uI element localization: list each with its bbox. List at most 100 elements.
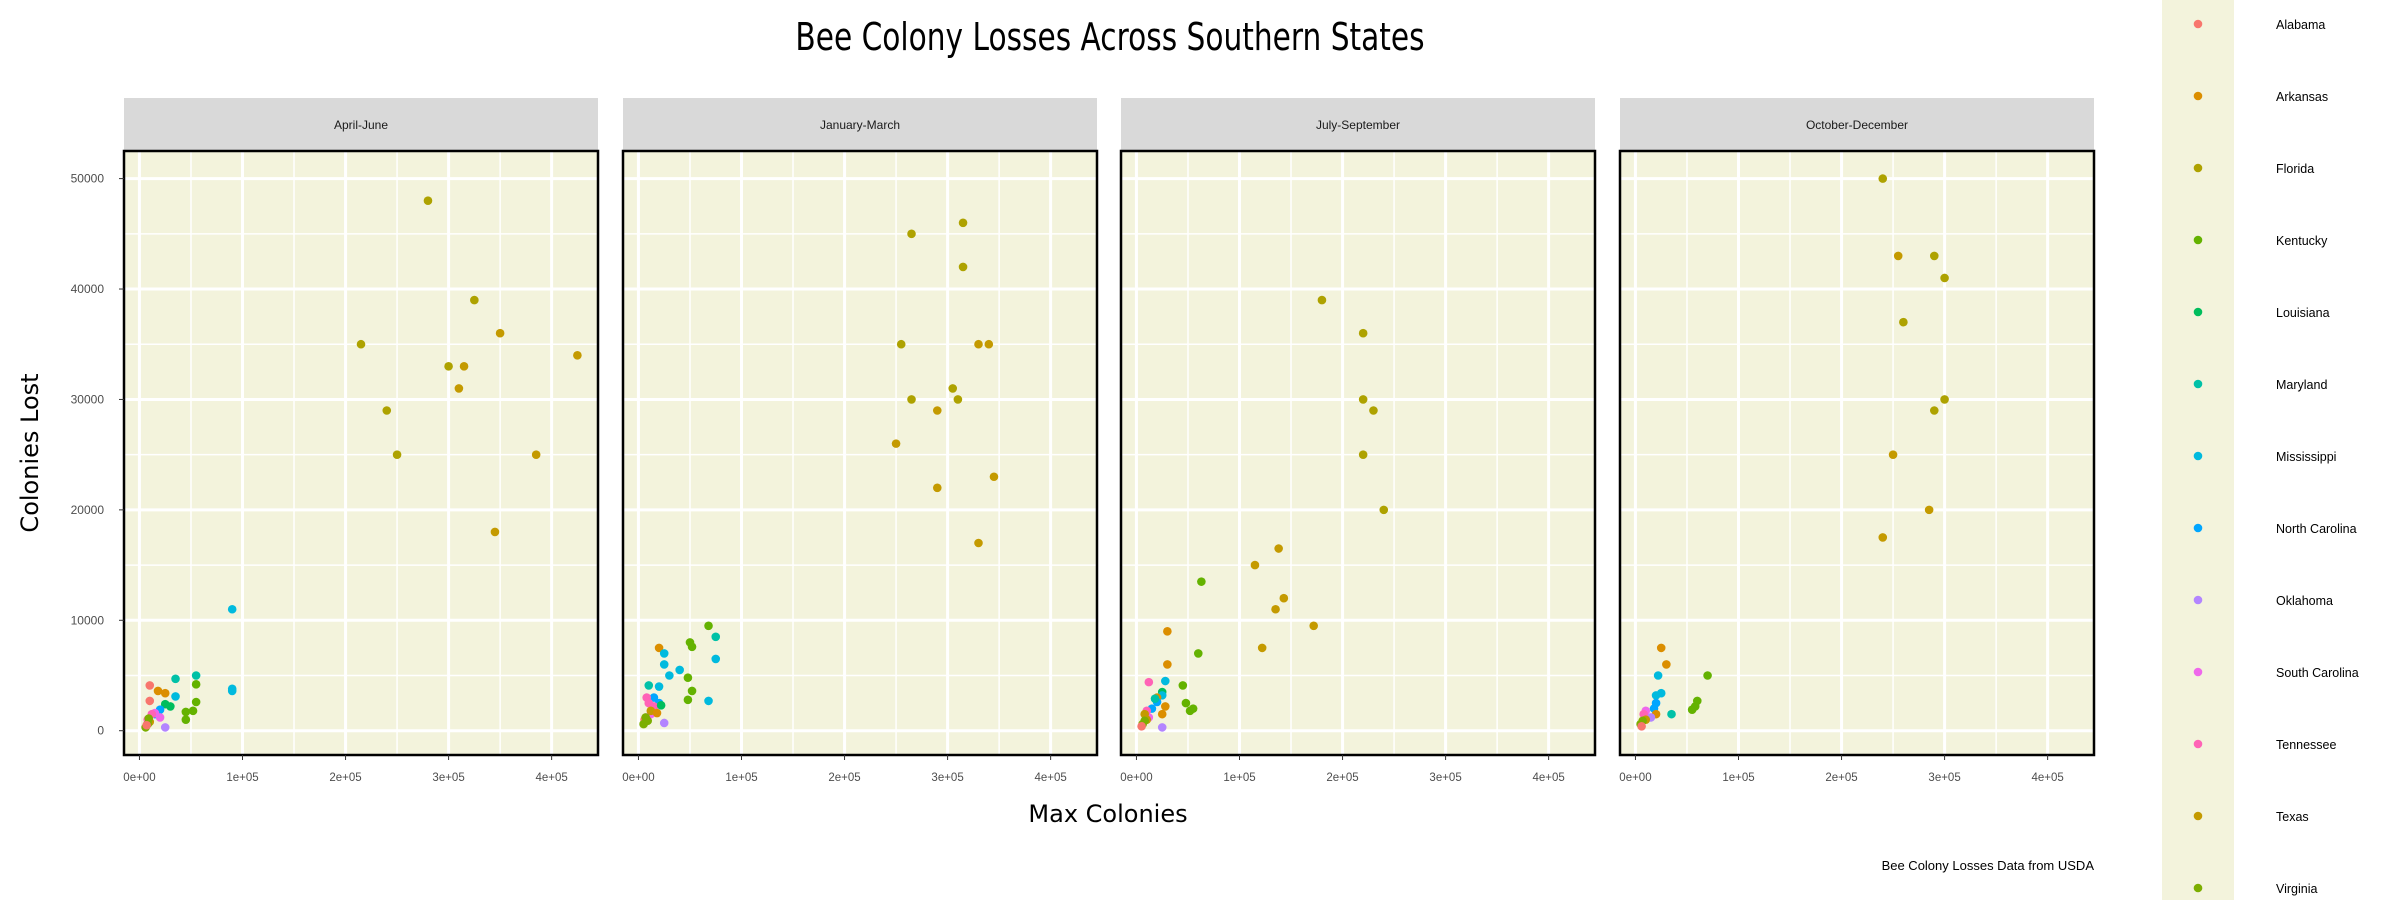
data-point [144,714,154,723]
data-point [1185,706,1195,716]
data-point [989,472,999,482]
legend-label: Texas [2276,810,2309,824]
data-point [1178,681,1188,690]
data-point [1379,505,1389,515]
data-point [687,642,697,652]
x-tick-label: 1e+05 [226,772,258,784]
data-point [1137,721,1146,731]
data-point [153,686,163,696]
data-point [1317,295,1327,305]
legend-item-tennessee: Tennessee [2193,738,2337,752]
data-point [974,339,983,349]
data-point [160,699,170,709]
data-point [659,718,669,728]
data-point [659,660,669,669]
data-point [1940,395,1949,404]
data-point [958,218,968,228]
data-point [649,693,659,702]
data-point [1193,649,1203,658]
data-point [531,450,541,459]
x-tick-label: 2e+05 [1326,772,1358,784]
data-point [1924,505,1934,515]
legend-item-louisiana: Louisiana [2193,306,2330,320]
legend-key [2193,451,2203,461]
gridlines [623,151,1097,755]
data-point [1667,709,1676,719]
data-point [145,681,155,690]
data-point [191,680,201,689]
data-point [1358,450,1368,459]
data-point [907,395,916,404]
data-point [1157,723,1167,732]
data-point [891,439,901,448]
x-tick-label: 0e+00 [622,772,654,784]
x-tick-label: 2e+05 [828,772,860,784]
legend-item-texas: Texas [2193,810,2309,824]
data-point [1656,643,1666,653]
data-point [1358,328,1368,338]
data-point [171,674,180,684]
data-point [907,229,916,239]
data-point [1279,593,1289,603]
data-point [423,196,433,205]
data-point [711,632,721,642]
legend-key [2193,523,2203,533]
data-point [675,665,684,675]
y-tick-label: 50000 [71,172,105,186]
x-tick-label: 4e+05 [1034,772,1066,784]
x-tick-label: 1e+05 [1223,772,1255,784]
data-point [1878,174,1888,183]
panel-border [621,149,1099,757]
data-point [191,671,201,680]
data-point [470,295,479,305]
data-point [1274,544,1283,553]
data-point [1929,406,1939,415]
y-tick-label: 20000 [71,503,105,517]
data-point [958,262,968,272]
data-point [382,406,392,415]
points [141,196,582,732]
data-point [1888,450,1898,459]
facet-january-march: January-March 0e+00 1e+05 2e+05 3e+05 4e+05 [621,98,1099,784]
data-point [1703,671,1712,680]
data-point [974,538,983,548]
facet-july-september: July-September 0e+00 1e+05 2e+05 3e+05 4e+05 [1119,98,1597,784]
data-point [490,527,500,537]
data-point [896,339,906,349]
data-point [1161,676,1170,686]
data-point [1637,721,1646,731]
data-point [1144,677,1154,687]
data-point [932,483,942,493]
data-point [1893,251,1903,261]
legend-label: Oklahoma [2276,594,2333,608]
data-point [495,328,505,338]
y-tick-label: 10000 [71,613,105,627]
data-point [1197,577,1206,586]
data-point [160,723,170,732]
legend-label: Louisiana [2276,306,2330,320]
data-point [687,686,697,696]
data-point [1369,406,1378,415]
points [1137,295,1389,732]
data-point [953,395,963,404]
y-tick-label: 0 [97,724,104,738]
data-point [948,384,958,393]
points [1636,174,1949,731]
legend-key [2193,235,2203,245]
data-point [1163,660,1172,669]
x-tick-label: 4e+05 [1532,772,1564,784]
facet-strip [623,98,1097,151]
data-point [683,695,693,705]
legend-key [2193,811,2203,821]
legend-item-kentucky: Kentucky [2193,234,2328,248]
x-tick-label: 4e+05 [535,772,567,784]
facet-strip [124,98,598,151]
y-axis: 0 10000 20000 30000 40000 50000 [71,172,124,738]
legend-key [2193,91,2203,101]
panel-background [623,151,1097,755]
x-tick-label: 3e+05 [1429,772,1461,784]
legend: Alabama Arkansas Florida Kentucky Louisiana M… [2193,18,2359,896]
legend-key [2193,883,2203,893]
data-point [1161,702,1170,711]
legend-key [2193,163,2203,173]
